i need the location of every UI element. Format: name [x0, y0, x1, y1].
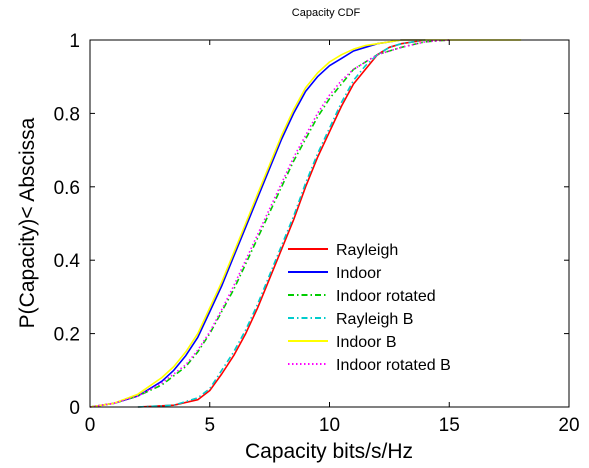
y-tick-label: 1	[69, 31, 80, 52]
legend-label: Indoor rotated B	[336, 357, 451, 374]
legend-label: Rayleigh B	[336, 311, 413, 328]
y-tick-label: 0.8	[54, 104, 80, 125]
y-tick-label: 0.6	[54, 178, 80, 199]
x-tick-label: 15	[439, 415, 460, 436]
y-tick-label: 0	[69, 398, 80, 419]
y-tick-label: 0.4	[54, 251, 81, 272]
legend-label: Rayleigh	[336, 242, 398, 259]
series-line-5	[89, 39, 450, 408]
series-line-3	[137, 39, 426, 408]
legend-label: Indoor B	[336, 334, 396, 351]
legend-label: Indoor	[336, 265, 382, 282]
series-line-2	[89, 39, 450, 408]
x-tick-label: 5	[204, 415, 215, 436]
axis-ticks: 0 5 10 15 20 0 0.2 0.4 0.6 0.8 1	[54, 31, 580, 436]
series-line-0	[137, 39, 426, 408]
legend-label: Indoor rotated	[336, 288, 436, 305]
x-tick-label: 20	[558, 415, 579, 436]
legend: Rayleigh Indoor Indoor rotated Rayleigh B In…	[288, 242, 451, 374]
y-axis-label: P(Capacity)< Abscissa	[16, 117, 39, 328]
chart-title: Capacity CDF	[292, 7, 361, 19]
series-line-4	[89, 39, 522, 408]
x-tick-label: 10	[319, 415, 340, 436]
series-line-1	[89, 39, 426, 408]
y-tick-label: 0.2	[54, 325, 80, 346]
plot-lines	[89, 39, 522, 408]
x-axis-label: Capacity bits/s/Hz	[245, 440, 413, 463]
x-tick-label: 0	[85, 415, 96, 436]
